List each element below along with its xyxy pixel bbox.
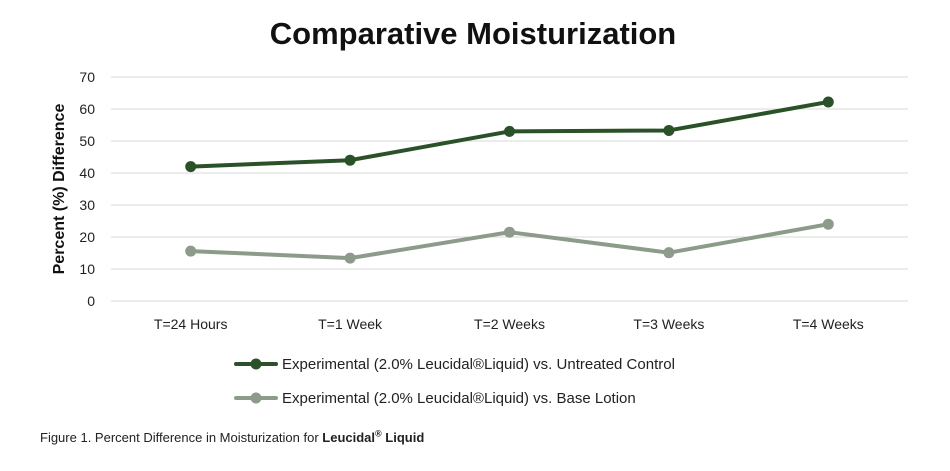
caption-brand: Leucidal xyxy=(322,430,376,445)
y-tick-label: 40 xyxy=(79,165,95,181)
series-2-point xyxy=(185,245,197,257)
legend-item-2: Experimental (2.0% Leucidal®Liquid) vs. … xyxy=(234,390,636,407)
y-tick-label: 60 xyxy=(79,101,95,117)
caption-prefix: Figure 1. Percent Difference in Moisturi… xyxy=(40,430,323,445)
series-2 xyxy=(185,218,834,264)
chart-title: Comparative Moisturization xyxy=(270,16,677,51)
y-tick-label: 20 xyxy=(79,229,95,245)
series-2-point xyxy=(504,226,515,238)
x-tick-label: T=24 Hours xyxy=(154,316,228,332)
legend-marker xyxy=(250,358,262,370)
y-axis-ticks: 0 10 20 30 40 50 60 70 xyxy=(79,69,95,309)
figure-caption: Figure 1. Percent Difference in Moisturi… xyxy=(40,428,425,445)
legend-item-1: Experimental (2.0% Leucidal®Liquid) vs. … xyxy=(234,356,675,373)
x-tick-label: T=2 Weeks xyxy=(474,316,545,332)
legend: Experimental (2.0% Leucidal®Liquid) vs. … xyxy=(234,356,675,407)
series-1 xyxy=(185,96,834,173)
series-1-point xyxy=(504,125,515,137)
x-tick-label: T=1 Week xyxy=(318,316,383,332)
series-2-point xyxy=(663,247,675,259)
x-axis-ticks: T=24 Hours T=1 Week T=2 Weeks T=3 Weeks T=4 … xyxy=(154,316,864,332)
y-axis-label: Percent (%) Difference xyxy=(51,104,68,275)
legend-marker xyxy=(250,392,262,404)
legend-label: Experimental (2.0% Leucidal®Liquid) vs. … xyxy=(282,390,636,407)
x-tick-label: T=3 Weeks xyxy=(633,316,704,332)
legend-label: Experimental (2.0% Leucidal®Liquid) vs. … xyxy=(282,356,675,373)
series-2-point xyxy=(822,218,834,230)
y-tick-label: 50 xyxy=(79,133,95,149)
series-1-point xyxy=(663,124,675,136)
caption-reg-mark: ® xyxy=(375,428,382,439)
series-1-point xyxy=(344,154,356,166)
caption-suffix: Liquid xyxy=(381,430,425,445)
y-tick-label: 70 xyxy=(79,69,95,85)
series-1-point xyxy=(185,161,197,173)
y-tick-label: 0 xyxy=(87,293,95,309)
series-2-point xyxy=(344,252,356,264)
y-tick-label: 10 xyxy=(79,261,95,277)
series-1-point xyxy=(822,96,834,108)
series-layer xyxy=(185,96,834,264)
y-tick-label: 30 xyxy=(79,197,95,213)
x-tick-label: T=4 Weeks xyxy=(793,316,864,332)
